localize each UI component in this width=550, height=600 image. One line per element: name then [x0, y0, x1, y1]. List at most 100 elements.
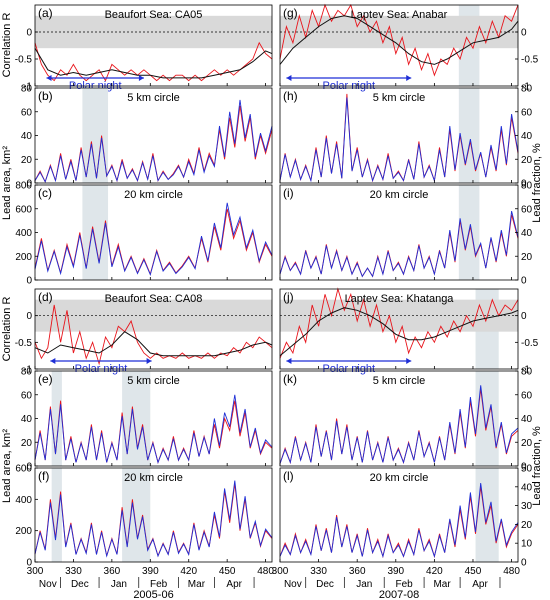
panel-label: (c): [38, 186, 52, 200]
y-tick-label: -1: [521, 365, 530, 376]
panel-label: (e): [38, 372, 53, 386]
panel-frame: [34, 288, 273, 370]
series-blue-line: [279, 210, 519, 278]
series-blue-line: [34, 394, 273, 464]
series-red-line: [279, 93, 519, 183]
x-tick-label-right: 330: [310, 566, 327, 577]
polar-night-arrowhead-right: [138, 75, 144, 81]
panel-title: 5 km circle: [127, 92, 180, 104]
panel-label: (f): [38, 469, 49, 483]
y-tick-label: -0.5: [15, 338, 33, 349]
series-blue-line: [34, 202, 273, 277]
month-label-right: Apr: [472, 579, 488, 590]
month-label-right: Dec: [316, 579, 334, 590]
panel-label: (i): [283, 186, 294, 200]
x-tick-label-left: 450: [219, 566, 236, 577]
y-tick-label: 20: [21, 155, 33, 166]
panel-frame: [34, 4, 273, 87]
panel-g: Polar night(g) Laptev Sea: Anabar-1-0.50: [279, 3, 539, 93]
y-tick-label: 60: [21, 107, 33, 118]
y-tick-label: -1: [521, 82, 530, 93]
y-tick-label: 80: [21, 84, 33, 95]
y-tick-label: 40: [521, 228, 533, 239]
panel-label: (h): [283, 89, 298, 103]
panel-d: Polar night(d) Beaufort Sea: CA08-1-0.50: [15, 288, 273, 376]
series-red-line: [34, 304, 273, 366]
y-tick-label: 0: [26, 462, 32, 473]
panel-b: (b) 5 km circle 0 20 40 60 80: [21, 84, 273, 190]
panel-title: 20 km circle: [370, 189, 429, 201]
y-tick-label: 80: [521, 181, 533, 192]
series-red-line: [279, 214, 519, 278]
x-tick-label-left: 300: [27, 566, 44, 577]
panel-title: Laptev Sea: Anabar: [351, 9, 448, 21]
panel-frame: [279, 4, 519, 87]
y-tick-label: 200: [15, 526, 32, 537]
y-tick-label: 0: [521, 311, 527, 322]
y-tick-label: 600: [15, 464, 32, 475]
panel-l: (l) 20 km circle 0 10 20 30 40 50: [279, 464, 533, 569]
shade-band-0: [475, 371, 499, 466]
panel-label: (g): [283, 6, 298, 20]
x-tick-label-right: 480: [503, 566, 520, 577]
polar-night-arrowhead-left: [286, 358, 292, 364]
polar-night-arrowhead-right: [146, 358, 152, 364]
x-tick-label-right: 300: [272, 566, 289, 577]
y-tick-label: 60: [521, 107, 533, 118]
y-tick-label: 0: [26, 311, 32, 322]
y-tick-label: -1: [23, 365, 32, 376]
panel-label: (j): [283, 290, 294, 304]
confidence-band: [280, 15, 518, 49]
y-tick-label: 80: [21, 367, 33, 378]
y-tick-label: -1: [23, 82, 32, 93]
y-tick-label: 0: [521, 558, 527, 569]
month-label-left: Nov: [39, 579, 57, 590]
y-tick-label: 0: [26, 179, 32, 190]
polar-night-arrowhead-left: [50, 358, 56, 364]
y-tick-label: 30: [521, 501, 533, 512]
series-blue-line: [34, 99, 273, 183]
shade-band-0: [51, 371, 62, 466]
x-tick-label-right: 390: [387, 566, 404, 577]
y-tick-label: 40: [21, 414, 33, 425]
y-tick-label: 0: [26, 276, 32, 287]
series-black-line: [279, 15, 519, 65]
panel-h: (h) 5 km circle 0 20 40 60 80: [279, 84, 533, 190]
y-tick-label: 20: [521, 155, 533, 166]
x-tick-label-left: 360: [104, 566, 121, 577]
panel-j: Polar night(j) Laptev Sea: Khatanga-1-0.5…: [279, 287, 539, 376]
y-tick-label: 50: [521, 464, 533, 475]
month-label-left: Dec: [71, 579, 89, 590]
panel-label: (k): [283, 372, 297, 386]
panel-title: 20 km circle: [370, 472, 429, 484]
month-label-right: Mar: [433, 579, 451, 590]
series-red-line: [34, 105, 273, 184]
panel-title: 20 km circle: [124, 472, 183, 484]
month-label-left: Apr: [226, 579, 242, 590]
y-tick-label: 400: [15, 495, 32, 506]
x-tick-label-right: 360: [349, 566, 366, 577]
polar-night-arrowhead-right: [406, 358, 412, 364]
month-label-right: Nov: [284, 579, 302, 590]
series-black-line: [279, 307, 519, 357]
x-tick-label-right: 450: [465, 566, 482, 577]
month-label-left: Feb: [150, 579, 168, 590]
month-label-right: Feb: [396, 579, 414, 590]
series-blue-line: [279, 482, 519, 558]
panel-frame: [34, 467, 273, 563]
polar-night-arrowhead-left: [286, 75, 292, 81]
panel-frame: [279, 467, 519, 563]
panel-label: (d): [38, 290, 53, 304]
y-tick-label: 400: [15, 228, 32, 239]
y-tick-label: 40: [521, 131, 533, 142]
month-label-left: Jan: [111, 579, 127, 590]
panel-title: Laptev Sea: Khatanga: [345, 293, 455, 305]
y-tick-label: 0: [521, 28, 527, 39]
season-label-left: 2005-06: [133, 589, 173, 600]
y-tick-label: -0.5: [521, 338, 539, 349]
y-tick-label: 40: [521, 482, 533, 493]
y-tick-label: 20: [521, 438, 533, 449]
y-tick-label: 0: [521, 276, 527, 287]
y-tick-label: 20: [521, 520, 533, 531]
